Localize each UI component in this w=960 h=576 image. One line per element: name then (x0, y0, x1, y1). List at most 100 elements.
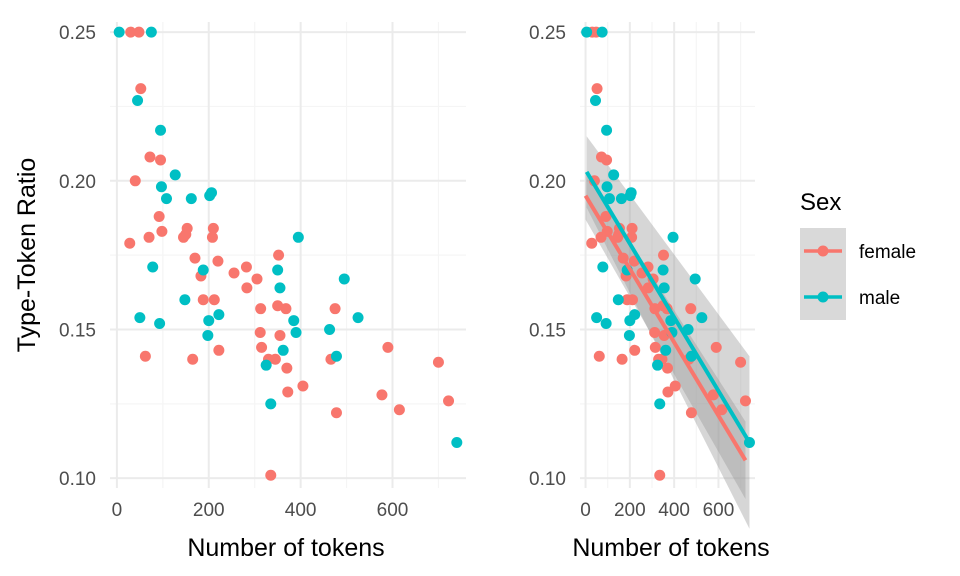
point-female (685, 407, 697, 419)
point-male (451, 437, 463, 449)
point-female (265, 469, 277, 481)
x-axis-title-right: Number of tokens (572, 534, 769, 562)
point-male (179, 294, 191, 306)
point-female (255, 303, 267, 315)
point-male (134, 312, 146, 324)
y-tick-label: 0.15 (59, 320, 96, 341)
x-tick-label: 600 (703, 500, 735, 521)
point-female (187, 353, 199, 365)
point-female (133, 26, 145, 38)
point-female (593, 350, 605, 362)
point-male (660, 344, 672, 356)
y-tick-label: 0.10 (529, 469, 566, 490)
point-female (330, 407, 342, 419)
point-female (156, 225, 168, 237)
point-female (135, 83, 147, 95)
point-male (667, 231, 679, 243)
grid-left (110, 22, 466, 488)
scatter-panel-left: 0 200 400 600 0.10 0.15 0.20 0.25 Type-Token Ra… (13, 22, 466, 562)
point-male (147, 261, 159, 273)
legend-label-female: female (859, 242, 916, 263)
point-male (600, 318, 612, 330)
point-male (155, 124, 167, 136)
point-female (376, 389, 388, 401)
point-female (272, 300, 284, 312)
point-female (124, 237, 136, 249)
point-female (649, 326, 661, 338)
point-female (432, 356, 444, 368)
point-male (277, 344, 289, 356)
point-female (627, 294, 638, 306)
points-right (581, 26, 755, 481)
point-male (601, 124, 613, 136)
point-female (393, 404, 405, 416)
tick-labels-left: 0 200 400 600 0.10 0.15 0.20 0.25 (59, 23, 408, 521)
y-tick-label: 0.20 (529, 172, 566, 193)
x-tick-label: 200 (193, 500, 225, 521)
point-female (155, 154, 167, 166)
point-female (206, 231, 218, 243)
point-male (203, 315, 215, 327)
point-female (600, 210, 612, 222)
point-female (601, 154, 613, 166)
point-male (265, 398, 277, 410)
point-female (207, 222, 219, 234)
point-female (274, 329, 286, 341)
point-male (288, 315, 300, 327)
y-tick-label: 0.15 (529, 320, 566, 341)
point-male (657, 264, 669, 276)
x-tick-label: 0 (580, 500, 591, 521)
y-tick-label: 0.10 (59, 469, 96, 490)
point-male (689, 273, 701, 285)
point-female (139, 350, 151, 362)
legend-label-male: male (859, 288, 900, 309)
point-female (707, 389, 719, 401)
point-male (581, 26, 593, 38)
point-female (329, 303, 341, 315)
point-male (155, 181, 167, 193)
point-female (208, 294, 220, 306)
x-tick-label: 400 (285, 500, 317, 521)
point-male (154, 318, 166, 330)
point-male (590, 95, 602, 107)
scatter-panel-right: 0 200 400 600 0.10 0.15 0.20 0.25 Number of tok… (529, 22, 770, 562)
x-tick-label: 600 (377, 500, 409, 521)
point-female (654, 469, 666, 481)
point-male (272, 264, 284, 276)
point-female (735, 356, 747, 368)
point-female (658, 249, 670, 261)
point-female (282, 386, 294, 398)
point-female (213, 344, 225, 356)
point-female (649, 341, 661, 353)
x-tick-label: 200 (614, 500, 646, 521)
point-female (662, 386, 674, 398)
tick-labels-right: 0 200 400 600 0.10 0.15 0.20 0.25 (529, 23, 734, 521)
point-female (382, 341, 394, 353)
point-female (189, 252, 201, 264)
point-female (616, 353, 628, 365)
points-left (113, 26, 463, 481)
point-female (662, 362, 673, 374)
legend-key-point-male (817, 291, 829, 303)
point-female (586, 237, 598, 249)
point-female (240, 261, 252, 273)
x-axis-title-left: Number of tokens (187, 534, 384, 562)
x-tick-label: 400 (658, 500, 690, 521)
legend-item-male: male (800, 274, 900, 320)
point-female (212, 255, 224, 267)
point-female (280, 303, 292, 315)
point-male (145, 26, 157, 38)
point-female (228, 267, 240, 279)
legend-item-female: female (800, 228, 916, 274)
point-female (143, 231, 155, 243)
point-male (290, 326, 302, 338)
point-male (658, 282, 670, 294)
point-male (612, 294, 624, 306)
point-male (324, 323, 336, 335)
point-male (169, 169, 181, 181)
point-female (716, 404, 728, 416)
point-male (274, 282, 286, 294)
point-male (654, 398, 666, 410)
point-male (132, 95, 144, 107)
point-female (642, 282, 654, 294)
